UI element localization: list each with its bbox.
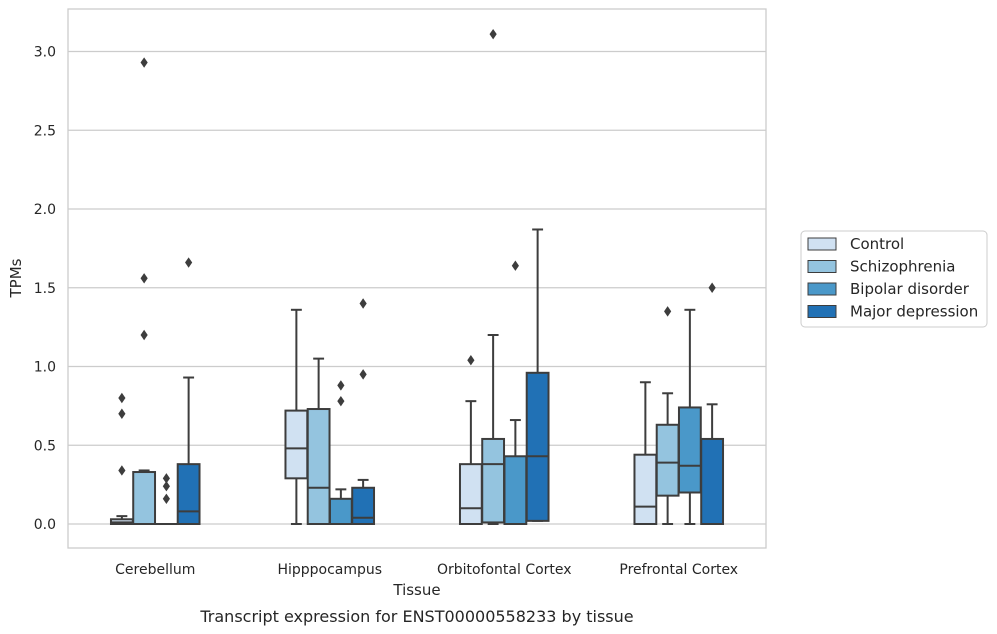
box-iqr xyxy=(677,406,702,494)
boxes-layer xyxy=(109,28,725,526)
box-iqr xyxy=(132,471,157,525)
y-tick-label: 2.5 xyxy=(34,123,56,139)
box-iqr xyxy=(633,453,658,526)
outlier-point xyxy=(118,465,126,476)
outlier-point xyxy=(162,493,170,504)
x-tick-label: Hipppocampus xyxy=(277,562,382,578)
box-iqr xyxy=(503,455,528,525)
outlier-point xyxy=(162,481,170,492)
y-tick-label: 0.5 xyxy=(34,438,56,454)
outlier-point xyxy=(489,28,497,40)
legend-frame xyxy=(800,230,988,328)
y-tick-label: 0.0 xyxy=(34,517,56,533)
legend-swatch xyxy=(807,260,837,273)
box-iqr xyxy=(525,371,550,522)
y-tick-label: 3.0 xyxy=(34,45,56,61)
box-major-depression xyxy=(351,298,376,525)
outlier-point xyxy=(118,408,126,419)
box-iqr xyxy=(328,497,353,525)
box-schizophrenia xyxy=(132,57,157,525)
box-control xyxy=(458,355,483,525)
outlier-point xyxy=(118,392,126,404)
x-tick-label: Cerebellum xyxy=(115,562,195,578)
legend-swatch xyxy=(807,282,837,296)
outlier-point xyxy=(337,380,345,391)
box-iqr xyxy=(306,408,331,525)
box-bipolar-disorder xyxy=(677,308,702,525)
outlier-point xyxy=(359,369,367,380)
box-control xyxy=(633,381,658,526)
box-iqr xyxy=(351,486,376,525)
outlier-point xyxy=(708,282,716,293)
outlier-point xyxy=(140,57,148,68)
box-iqr xyxy=(481,437,506,524)
x-tick-label: Prefrontal Cortex xyxy=(619,562,738,578)
outlier-point xyxy=(140,273,148,284)
outlier-point xyxy=(140,329,148,341)
box-major-depression xyxy=(525,228,550,522)
y-axis-title: TPMs xyxy=(7,258,25,298)
legend: Control Schizophrenia Bipolar disorder Majo… xyxy=(800,230,988,328)
legend-swatch xyxy=(807,305,837,318)
y-tick-label: 1.5 xyxy=(34,281,56,297)
x-axis-ticks: Cerebellum Hipppocampus Orbitofontal Corte… xyxy=(115,562,738,578)
plot-frame xyxy=(67,8,767,549)
box-bipolar-disorder xyxy=(328,380,353,525)
legend-swatch xyxy=(807,237,837,251)
chart-caption: Transcript expression for ENST0000055823… xyxy=(199,607,633,626)
box-major-depression xyxy=(176,257,201,525)
box-major-depression xyxy=(700,282,725,526)
box-iqr xyxy=(655,423,680,497)
x-tick-label: Orbitofontal Cortex xyxy=(437,562,572,578)
outlier-point xyxy=(359,298,367,309)
outlier-point xyxy=(511,260,519,271)
box-iqr xyxy=(458,463,483,525)
box-iqr xyxy=(176,463,201,525)
outlier-point xyxy=(337,395,345,407)
outlier-point xyxy=(162,473,170,484)
y-axis-ticks: 0.0 0.5 1.0 1.5 2.0 2.5 3.0 xyxy=(34,45,56,534)
y-tick-label: 1.0 xyxy=(34,360,56,376)
box-schizophrenia xyxy=(306,357,331,525)
box-bipolar-disorder xyxy=(154,473,179,526)
box-iqr xyxy=(284,409,309,480)
outlier-point xyxy=(664,306,672,317)
legend-label: Control xyxy=(850,235,904,253)
box-control xyxy=(109,392,134,526)
legend-label: Major depression xyxy=(850,303,978,321)
x-axis-title: Tissue xyxy=(392,581,440,599)
legend-label: Bipolar disorder xyxy=(850,280,970,298)
outlier-point xyxy=(467,355,475,366)
box-schizophrenia xyxy=(655,306,680,525)
outlier-point xyxy=(185,257,193,268)
box-iqr xyxy=(700,437,725,526)
y-tick-label: 2.0 xyxy=(34,202,56,218)
legend-label: Schizophrenia xyxy=(850,258,955,276)
